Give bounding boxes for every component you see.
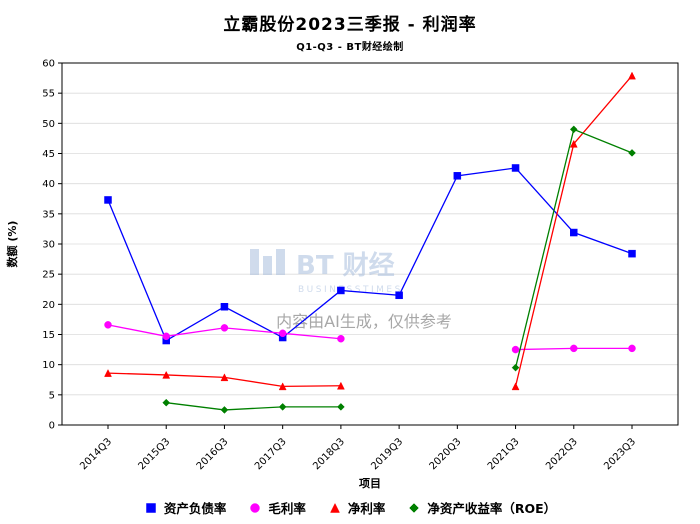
legend-item: 净资产收益率（ROE） — [407, 498, 556, 517]
square-marker — [146, 502, 156, 513]
legend-item: 净利率 — [328, 498, 386, 517]
square-legend-marker-icon — [146, 502, 156, 513]
circle-marker — [337, 334, 345, 343]
triangle-marker — [220, 373, 229, 382]
triangle-marker — [569, 139, 578, 148]
brand-logo-bar — [250, 249, 259, 275]
y-tick-label: 5 — [49, 390, 55, 401]
square-marker — [337, 286, 345, 295]
series-line — [166, 402, 341, 411]
brand-watermark-subtext: BUSINESSTIMES — [298, 285, 403, 295]
circle-marker — [570, 344, 578, 353]
diamond-marker — [162, 398, 171, 407]
x-tick-label: 2022Q3 — [544, 436, 580, 472]
ai-note-watermark: 内容由AI生成，仅供参考 — [276, 312, 452, 331]
legend-label: 净资产收益率（ROE） — [427, 501, 557, 516]
square-marker — [511, 164, 520, 172]
chart-title: 立霸股份2023三季报 - 利润率 — [223, 15, 477, 35]
triangle-marker — [104, 369, 112, 377]
circle-marker — [220, 324, 229, 332]
square-marker — [104, 196, 112, 204]
triangle-marker — [329, 502, 340, 513]
y-tick-label: 35 — [42, 209, 55, 220]
chart-subtitle: Q1-Q3 - BT财经绘制 — [296, 42, 404, 53]
x-tick-label: 2015Q3 — [137, 436, 173, 472]
y-tick-label: 60 — [42, 59, 55, 70]
brand-logo-bar — [263, 256, 272, 275]
y-tick-label: 30 — [42, 240, 55, 251]
x-tick-label: 2018Q3 — [311, 436, 347, 472]
legend-item: 资产负债率 — [144, 498, 227, 517]
profit-margin-line-chart: BT 财经 BUSINESSTIMES 内容由AI生成，仅供参考 0 5 10 15 20 25… — [5, 59, 679, 490]
circle-marker — [278, 329, 287, 338]
triangle-marker — [278, 382, 287, 391]
diamond-legend-marker-icon — [409, 502, 420, 513]
triangle-legend-marker-icon — [329, 502, 340, 513]
triangle-marker — [628, 71, 636, 80]
diamond-marker — [409, 502, 420, 513]
brand-logo-bar — [276, 249, 285, 275]
x-tick-label: 2021Q3 — [486, 436, 522, 472]
y-tick-label: 20 — [42, 300, 55, 311]
x-tick-label: 2019Q3 — [369, 436, 405, 472]
square-marker — [220, 302, 229, 311]
circle-marker — [104, 321, 112, 329]
y-tick-label: 50 — [42, 119, 55, 130]
brand-watermark: BT 财经 BUSINESSTIMES — [250, 249, 403, 295]
square-marker — [453, 172, 462, 180]
y-axis-label: 数额 (%) — [5, 221, 19, 268]
x-tick-label: 2016Q3 — [195, 436, 231, 472]
chart-legend: 资产负债率 毛利率 净利率 净资产收益率（ROE） — [0, 498, 700, 517]
x-tick-label: 2017Q3 — [253, 436, 289, 472]
series-line — [514, 128, 633, 368]
series-line — [107, 167, 633, 342]
square-marker — [395, 291, 403, 300]
circle-legend-marker-icon — [250, 502, 261, 513]
x-tick-label: 2023Q3 — [602, 436, 638, 472]
diamond-marker — [220, 406, 229, 414]
y-tick-label: 45 — [42, 149, 55, 160]
diamond-marker — [511, 363, 520, 372]
triangle-marker — [511, 382, 520, 391]
x-tick-label: 2014Q3 — [78, 436, 114, 472]
circle-marker — [250, 502, 261, 513]
brand-watermark-text: BT 财经 — [296, 250, 395, 281]
y-tick-label: 25 — [42, 270, 55, 281]
square-marker — [570, 228, 578, 237]
y-tick-label: 55 — [42, 89, 55, 100]
square-marker — [628, 249, 636, 258]
y-tick-label: 0 — [49, 421, 55, 432]
legend-label: 净利率 — [347, 501, 386, 516]
triangle-marker — [336, 381, 345, 390]
triangle-marker — [162, 370, 171, 379]
circle-marker — [162, 332, 170, 341]
y-tick-label: 15 — [42, 330, 55, 341]
y-tick-label: 10 — [42, 360, 55, 371]
legend-item: 毛利率 — [248, 498, 306, 517]
y-tick-label: 40 — [42, 179, 55, 190]
x-tick-label: 2020Q3 — [428, 436, 464, 472]
legend-label: 资产负债率 — [163, 501, 227, 516]
diamond-marker — [337, 403, 345, 411]
diamond-marker — [628, 149, 636, 157]
diamond-marker — [278, 403, 287, 411]
diamond-marker — [569, 125, 578, 134]
legend-label: 毛利率 — [268, 501, 306, 516]
circle-marker — [628, 344, 636, 353]
circle-marker — [511, 345, 520, 354]
x-axis-label: 项目 — [359, 477, 381, 490]
